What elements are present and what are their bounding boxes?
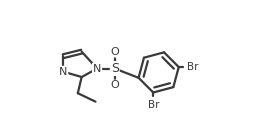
Text: O: O	[110, 80, 119, 90]
Text: S: S	[111, 62, 119, 75]
Text: Br: Br	[187, 62, 199, 72]
Text: N: N	[59, 67, 67, 77]
Text: O: O	[110, 47, 119, 57]
Text: N: N	[93, 64, 101, 74]
Text: Br: Br	[148, 100, 159, 110]
